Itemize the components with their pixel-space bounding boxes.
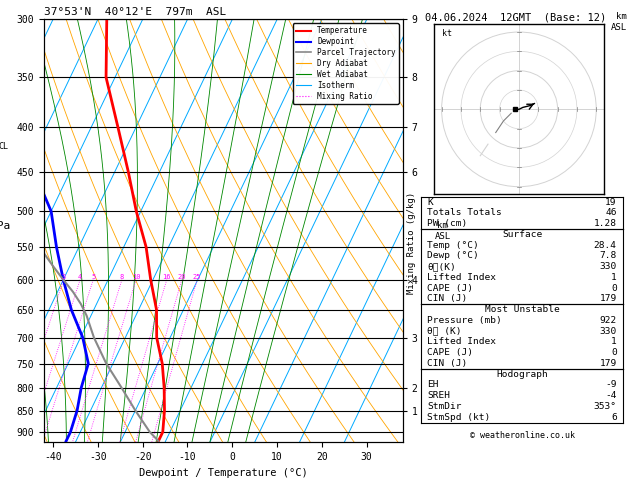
Text: θᴇ (K): θᴇ (K) (428, 327, 462, 336)
Text: 0: 0 (611, 348, 616, 357)
Text: CAPE (J): CAPE (J) (428, 284, 474, 293)
Text: 353°: 353° (594, 402, 616, 411)
Text: 330: 330 (599, 262, 616, 271)
Text: CIN (J): CIN (J) (428, 295, 468, 303)
Text: Most Unstable: Most Unstable (485, 305, 559, 314)
Text: 37°53'N  40°12'E  797m  ASL: 37°53'N 40°12'E 797m ASL (44, 7, 226, 17)
Y-axis label: hPa: hPa (0, 221, 10, 231)
Text: 6: 6 (611, 413, 616, 422)
Text: 04.06.2024  12GMT  (Base: 12): 04.06.2024 12GMT (Base: 12) (425, 12, 606, 22)
Text: 10: 10 (131, 274, 140, 280)
Text: -9: -9 (605, 381, 616, 389)
Text: 20: 20 (177, 274, 186, 280)
Text: 922: 922 (599, 316, 616, 325)
Text: Temp (°C): Temp (°C) (428, 241, 479, 250)
Text: Dewp (°C): Dewp (°C) (428, 251, 479, 260)
Text: kt: kt (442, 29, 452, 38)
Text: -4: -4 (605, 391, 616, 400)
Text: 179: 179 (599, 359, 616, 368)
Text: 46: 46 (605, 208, 616, 217)
Text: 7.8: 7.8 (599, 251, 616, 260)
Legend: Temperature, Dewpoint, Parcel Trajectory, Dry Adiabat, Wet Adiabat, Isotherm, Mi: Temperature, Dewpoint, Parcel Trajectory… (292, 23, 399, 104)
Text: © weatheronline.co.uk: © weatheronline.co.uk (470, 431, 574, 440)
Text: EH: EH (428, 381, 439, 389)
X-axis label: Dewpoint / Temperature (°C): Dewpoint / Temperature (°C) (139, 468, 308, 478)
Text: PW (cm): PW (cm) (428, 219, 468, 228)
Text: Mixing Ratio (g/kg): Mixing Ratio (g/kg) (408, 192, 416, 294)
Text: 4: 4 (78, 274, 82, 280)
Text: Surface: Surface (502, 230, 542, 239)
Text: Lifted Index: Lifted Index (428, 273, 496, 282)
Text: CAPE (J): CAPE (J) (428, 348, 474, 357)
Text: 1: 1 (611, 273, 616, 282)
Text: K: K (428, 198, 433, 207)
Text: θᴇ(K): θᴇ(K) (428, 262, 456, 271)
Y-axis label: km
ASL: km ASL (435, 221, 450, 241)
Text: 330: 330 (599, 327, 616, 336)
Text: 179: 179 (599, 295, 616, 303)
Text: CIN (J): CIN (J) (428, 359, 468, 368)
Text: Hodograph: Hodograph (496, 370, 548, 379)
Text: 1.28: 1.28 (594, 219, 616, 228)
Text: StmSpd (kt): StmSpd (kt) (428, 413, 491, 422)
Text: Lifted Index: Lifted Index (428, 337, 496, 347)
Text: 1: 1 (611, 337, 616, 347)
Text: StmDir: StmDir (428, 402, 462, 411)
Text: 0: 0 (611, 284, 616, 293)
Text: 19: 19 (605, 198, 616, 207)
Text: 3: 3 (62, 274, 65, 280)
Text: 16: 16 (162, 274, 171, 280)
Text: 8: 8 (120, 274, 124, 280)
Text: 25: 25 (193, 274, 201, 280)
Text: Totals Totals: Totals Totals (428, 208, 502, 217)
Text: 28.4: 28.4 (594, 241, 616, 250)
Text: SREH: SREH (428, 391, 450, 400)
Text: 5: 5 (91, 274, 96, 280)
Text: km
ASL: km ASL (611, 12, 627, 32)
Text: CL: CL (0, 142, 8, 151)
Text: LCL: LCL (493, 142, 507, 151)
Text: Pressure (mb): Pressure (mb) (428, 316, 502, 325)
